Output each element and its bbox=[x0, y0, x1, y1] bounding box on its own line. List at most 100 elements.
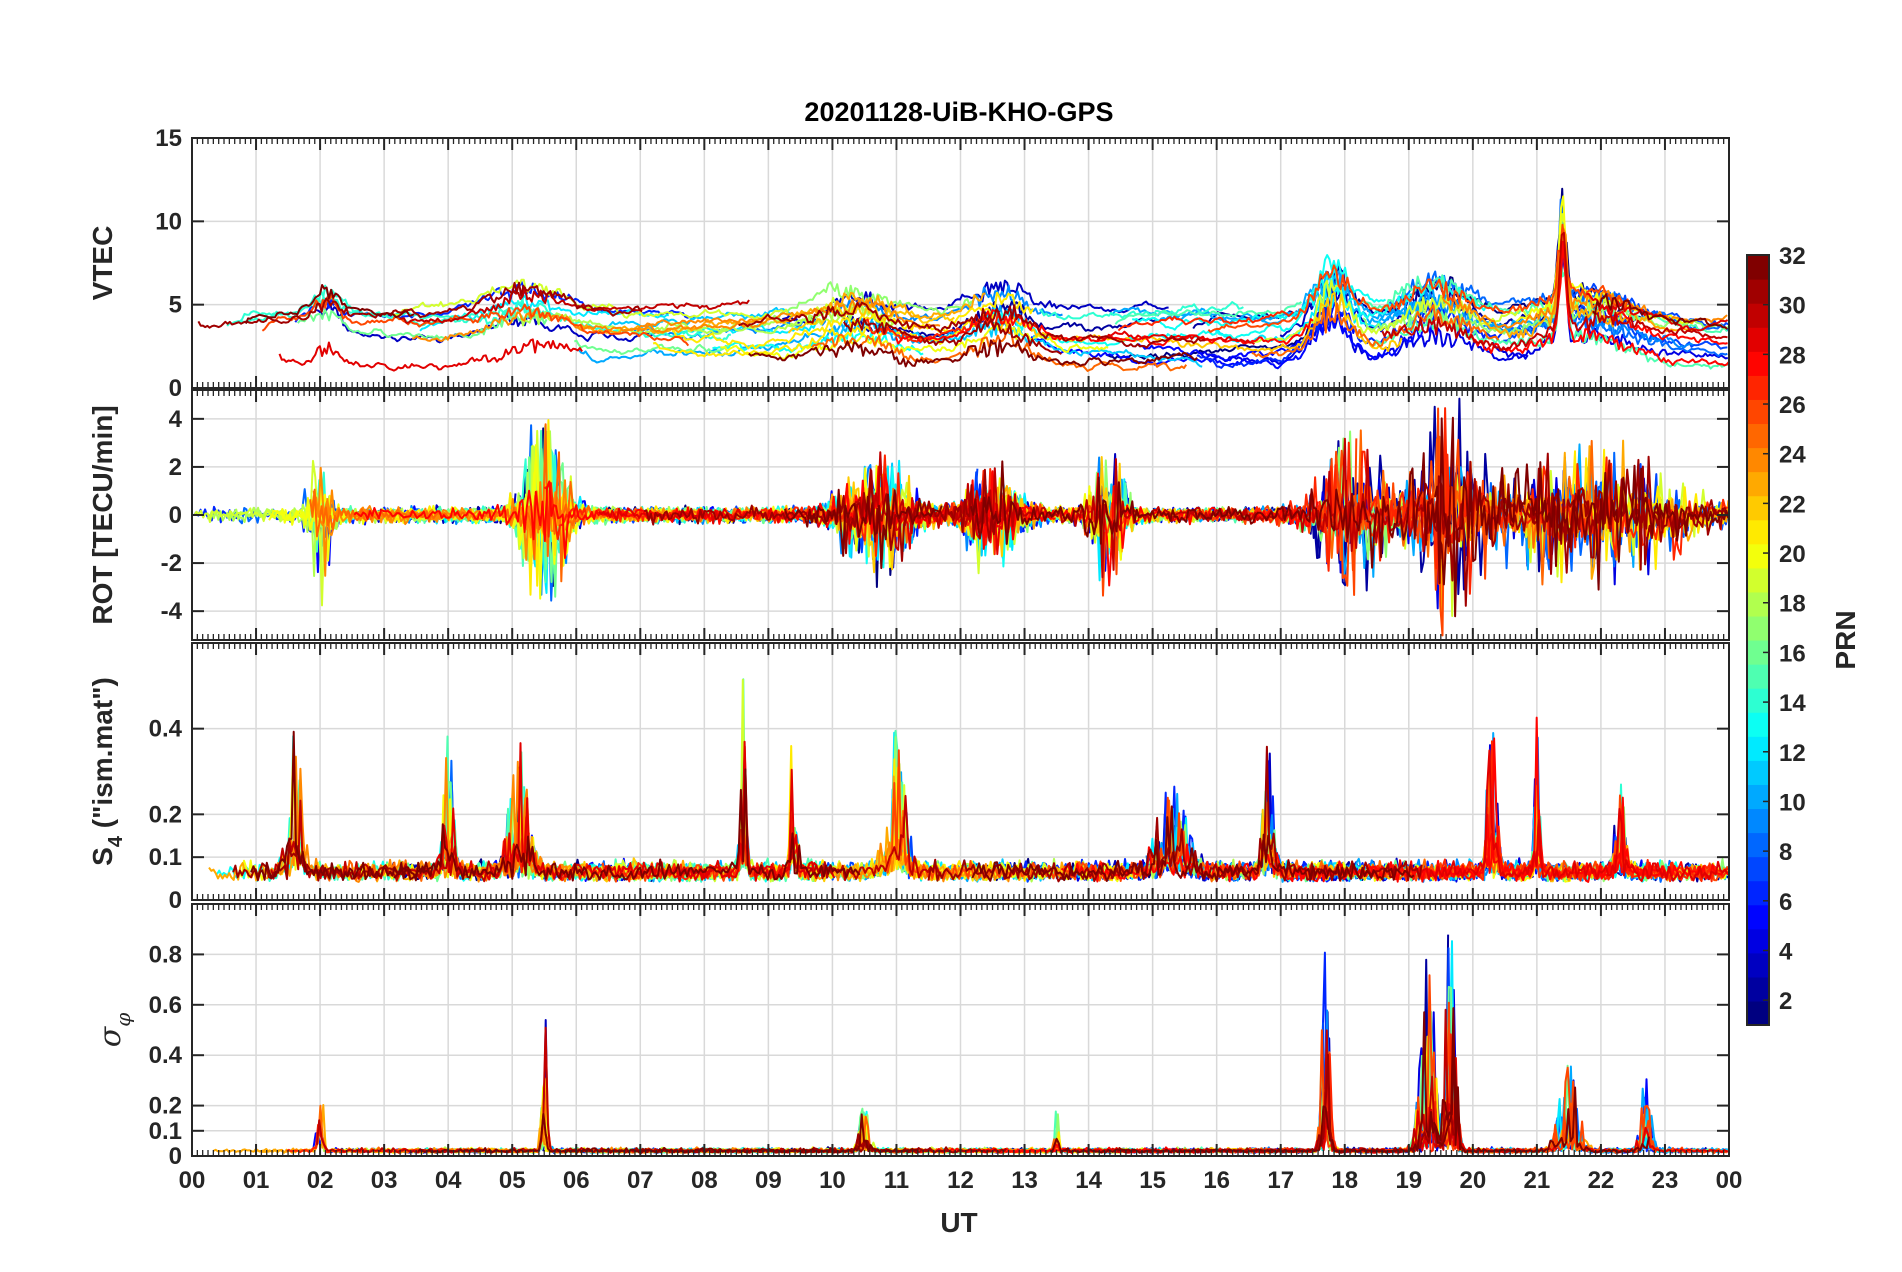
x-tick-label: 16 bbox=[1203, 1167, 1230, 1194]
colorbar-swatch bbox=[1747, 543, 1769, 569]
colorbar-swatch bbox=[1747, 664, 1769, 689]
y-tick-label: 0 bbox=[169, 375, 182, 402]
x-tick-label: 15 bbox=[1139, 1167, 1166, 1194]
y-tick-label: 0.2 bbox=[149, 1093, 182, 1120]
series-line-prn-21 bbox=[652, 307, 995, 358]
series-line-prn-25 bbox=[1251, 302, 1500, 359]
y-tick-label: -2 bbox=[161, 550, 182, 577]
x-tick-label: 09 bbox=[755, 1167, 782, 1194]
colorbar-tick-label: 18 bbox=[1779, 591, 1806, 618]
chart-title: 20201128-UiB-KHO-GPS bbox=[804, 97, 1113, 127]
y-tick-label: 0.2 bbox=[149, 801, 182, 828]
colorbar-tick-label: 14 bbox=[1779, 690, 1806, 717]
x-tick-label: 17 bbox=[1267, 1167, 1294, 1194]
series-line-prn-13 bbox=[1131, 254, 1387, 331]
colorbar-swatch bbox=[1747, 640, 1769, 665]
series-line-prn-4 bbox=[1197, 310, 1529, 365]
colorbar-tick-label: 32 bbox=[1779, 243, 1806, 270]
series-line-prn-17 bbox=[1362, 234, 1729, 335]
series-line-prn-31 bbox=[843, 318, 1062, 355]
x-tick-label: 00 bbox=[179, 1167, 206, 1194]
colorbar-swatch bbox=[1747, 423, 1769, 449]
colorbar-tick-label: 24 bbox=[1779, 442, 1806, 469]
colorbar-swatch bbox=[1747, 375, 1769, 400]
colorbar-tick-label: 6 bbox=[1779, 889, 1792, 916]
y-axis-label: ROT [TECU/min] bbox=[87, 405, 118, 624]
x-tick-label: 13 bbox=[1011, 1167, 1038, 1194]
series-line-prn-26 bbox=[261, 293, 690, 347]
colorbar-swatch bbox=[1747, 471, 1769, 497]
colorbar-tick-label: 26 bbox=[1779, 392, 1806, 419]
colorbar-swatch bbox=[1747, 495, 1769, 521]
colorbar-swatch bbox=[1747, 519, 1769, 545]
colorbar-label: PRN bbox=[1830, 610, 1861, 669]
series-line-prn-32 bbox=[1434, 416, 1729, 618]
y-tick-label: 0.8 bbox=[149, 941, 182, 968]
colorbar-swatch bbox=[1747, 880, 1769, 906]
x-axis-label: UT bbox=[940, 1207, 977, 1238]
y-tick-label: 0 bbox=[169, 502, 182, 529]
colorbar-swatch bbox=[1747, 976, 1769, 1002]
colorbar-swatch bbox=[1747, 567, 1769, 593]
series-line-prn-25 bbox=[309, 423, 587, 583]
series-line-prn-31 bbox=[643, 468, 998, 562]
y-tick-label: 0 bbox=[169, 1143, 182, 1170]
colorbar-swatch bbox=[1747, 615, 1769, 641]
colorbar-swatch bbox=[1747, 736, 1769, 761]
panel-sigma_phi: 00.10.2 0.4 0.6 0.8 σφ 00 01 02 03 04 05 06 07 08 09 10… bbox=[93, 903, 1743, 1194]
series-line-prn-31 bbox=[197, 281, 643, 329]
series-line-prn-19 bbox=[393, 278, 854, 321]
series-line-prn-32 bbox=[393, 768, 861, 882]
y-tick-label: 4 bbox=[169, 406, 183, 433]
series-line-prn-32 bbox=[1432, 1053, 1650, 1154]
colorbar-swatch bbox=[1747, 928, 1769, 954]
colorbar-tick-label: 20 bbox=[1779, 541, 1806, 568]
series-line-prn-28 bbox=[1467, 240, 1729, 367]
colorbar-swatch bbox=[1747, 784, 1769, 810]
series-line-prn-28 bbox=[1583, 796, 1729, 880]
series-line-prn-11 bbox=[603, 306, 793, 329]
panel-rot: -4 -2 0 2 4 ROT [TECU/min] bbox=[87, 389, 1730, 641]
series-line-prn-32 bbox=[1592, 293, 1728, 330]
y-tick-label: 0.4 bbox=[149, 1042, 183, 1069]
x-tick-label: 00 bbox=[1716, 1167, 1743, 1194]
colorbar-tick-label: 30 bbox=[1779, 293, 1806, 320]
colorbar-swatch bbox=[1747, 303, 1769, 328]
series-line-prn-32 bbox=[783, 488, 943, 570]
series-line-prn-23 bbox=[572, 291, 986, 334]
colorbar-swatch bbox=[1747, 255, 1769, 280]
colorbar-swatch bbox=[1747, 688, 1769, 713]
series-line-prn-5 bbox=[1030, 313, 1436, 370]
series-line-prn-27 bbox=[1117, 310, 1294, 332]
colorbar-tick-label: 4 bbox=[1779, 938, 1793, 965]
x-tick-label: 11 bbox=[884, 1167, 909, 1194]
series-line-prn-28 bbox=[353, 480, 618, 559]
series-line-prn-32 bbox=[250, 730, 434, 882]
y-tick-label: 5 bbox=[169, 292, 182, 319]
series-line-prn-28 bbox=[1599, 305, 1728, 345]
colorbar-swatch bbox=[1747, 760, 1769, 785]
y-tick-label: 0.6 bbox=[149, 992, 182, 1019]
series-line-prn-18 bbox=[519, 305, 894, 335]
series-line-prn-16 bbox=[573, 339, 730, 355]
y-tick-label: -4 bbox=[161, 598, 183, 625]
series-line-prn-29 bbox=[278, 338, 583, 372]
colorbar-swatch bbox=[1747, 447, 1769, 473]
colorbar-swatch bbox=[1747, 279, 1769, 304]
series-line-prn-32 bbox=[971, 805, 1415, 883]
series-line-prn-25 bbox=[811, 328, 1188, 372]
colorbar-tick-label: 16 bbox=[1779, 640, 1806, 667]
colorbar-frame bbox=[1746, 254, 1770, 1026]
colorbar-swatch bbox=[1747, 351, 1769, 376]
x-tick-label: 04 bbox=[435, 1167, 462, 1194]
x-tick-label: 07 bbox=[627, 1167, 654, 1194]
x-tick-label: 23 bbox=[1652, 1167, 1679, 1194]
x-tick-label: 12 bbox=[947, 1167, 974, 1194]
series-line-prn-32 bbox=[1049, 1007, 1462, 1154]
x-tick-label: 05 bbox=[499, 1167, 526, 1194]
colorbar-swatch bbox=[1747, 808, 1769, 834]
series-line-prn-24 bbox=[636, 297, 941, 333]
x-tick-label: 21 bbox=[1524, 1167, 1551, 1194]
colorbar-swatch bbox=[1747, 399, 1769, 425]
